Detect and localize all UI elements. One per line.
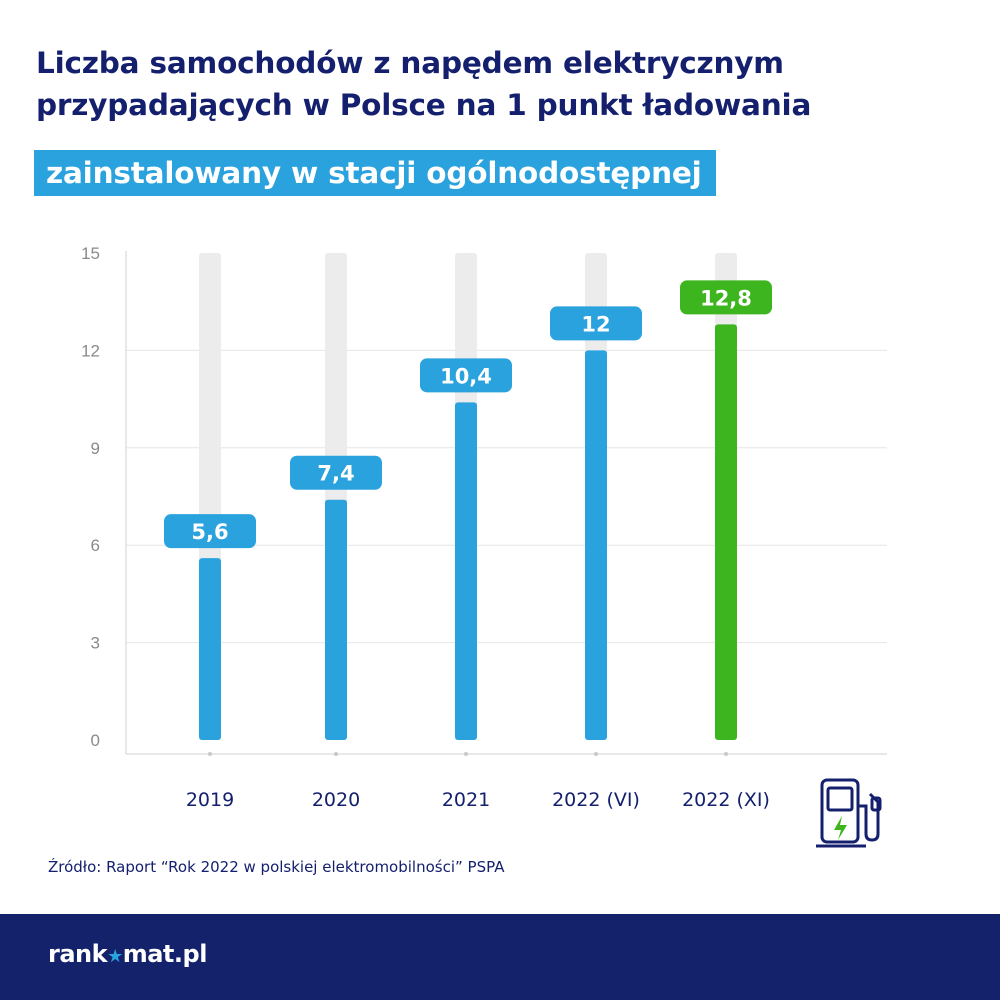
footer-bar [0, 914, 1000, 1000]
chart-title: Liczba samochodów z napędem elektrycznym… [36, 46, 812, 122]
value-label: 7,4 [317, 462, 354, 486]
x-tick-dot [594, 752, 598, 756]
value-label-box [290, 455, 382, 490]
value-label-box [550, 306, 642, 341]
value-label: 5,6 [191, 520, 228, 544]
y-tick-label: 6 [91, 536, 100, 555]
y-tick-label: 0 [91, 731, 100, 750]
value-label: 10,4 [440, 364, 492, 388]
bar [325, 499, 347, 740]
x-tick-label: 2020 [312, 789, 360, 811]
value-label-box [680, 280, 772, 315]
value-label-box [164, 514, 256, 549]
x-tick-label: 2019 [186, 789, 234, 811]
rankomat-logo: rank★mat.pl [48, 940, 207, 968]
x-tick-label: 2021 [442, 789, 490, 811]
x-tick-dot [464, 752, 468, 756]
bar [715, 324, 737, 740]
x-tick-dot [724, 752, 728, 756]
x-tick-dot [334, 752, 338, 756]
ev-charging-station-icon [814, 776, 884, 856]
star-icon: ★ [107, 946, 123, 967]
value-label-box [420, 358, 512, 393]
y-tick-label: 15 [81, 244, 100, 263]
bar [585, 350, 607, 740]
value-label: 12 [581, 312, 610, 336]
y-tick-label: 3 [91, 634, 100, 653]
chart-subtitle: zainstalowany w stacji ogólnodostępnej [34, 150, 716, 196]
bar-chart: 0 3 6 9 12 15 5,6 2019 7,4 2020 10,4 2021 12 2022 (VI… [81, 244, 887, 811]
x-tick-label: 2022 (XI) [682, 789, 770, 811]
x-tick-dot [208, 752, 212, 756]
value-label: 12,8 [700, 286, 752, 310]
bar [199, 558, 221, 740]
y-tick-label: 9 [91, 439, 100, 458]
y-tick-label: 12 [81, 341, 100, 360]
bar [455, 402, 477, 740]
x-tick-label: 2022 (VI) [552, 789, 640, 811]
source-note: Źródło: Raport “Rok 2022 w polskiej elek… [48, 858, 505, 876]
